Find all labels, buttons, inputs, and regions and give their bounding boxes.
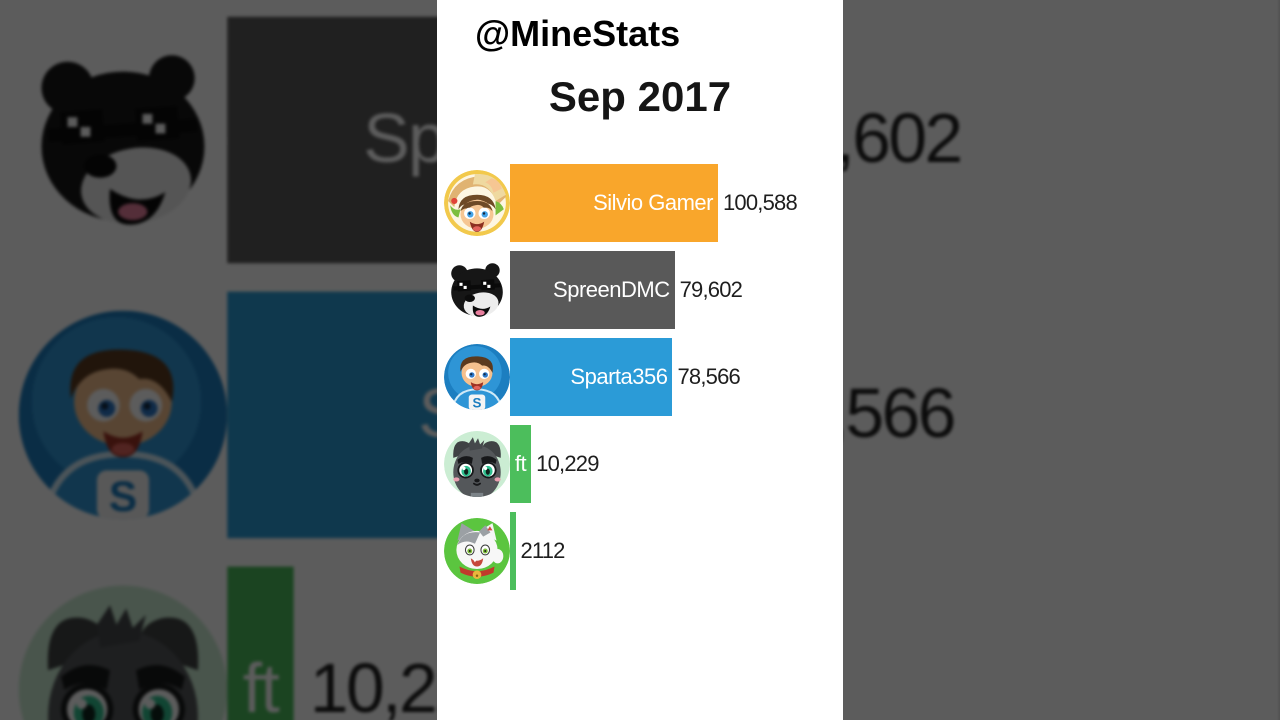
chart-panel: @MineStats Sep 2017 Silvio Gamer 100,588… xyxy=(437,0,843,720)
date-title: Sep 2017 xyxy=(548,73,732,120)
bar-label: ft xyxy=(242,648,280,720)
chart-row: SpreenDMC 79,602 xyxy=(437,251,843,338)
chart-row: ft 10,229 xyxy=(437,425,843,512)
bar xyxy=(510,164,718,242)
bar-value: 10,229 xyxy=(536,451,599,476)
bar xyxy=(510,338,673,416)
bar-label: ft xyxy=(514,451,527,476)
bar-label: Sparta356 xyxy=(570,364,668,389)
gray-wolf-avatar xyxy=(444,431,510,497)
svg-text:S: S xyxy=(109,473,137,519)
bar xyxy=(227,566,295,720)
blue-hoodie-boy-avatar: S xyxy=(444,344,510,410)
bear-sunglasses-avatar xyxy=(18,35,228,245)
svg-text:S: S xyxy=(473,395,482,410)
bar-value: 2112 xyxy=(520,538,566,563)
blue-hoodie-boy-avatar: S xyxy=(18,310,228,520)
chart-row: Silvio Gamer 100,588 xyxy=(437,164,843,251)
taco-boy-avatar xyxy=(444,170,510,236)
rows: Silvio Gamer 100,588 SpreenDMC 79,602 xyxy=(437,164,843,599)
green-cat-avatar xyxy=(444,518,510,584)
watermark: @MineStats xyxy=(475,13,681,54)
bar xyxy=(510,512,516,590)
bar-label: SpreenDMC xyxy=(553,277,670,302)
bar-value: 78,566 xyxy=(677,364,740,389)
bar-value: 100,588 xyxy=(723,190,798,215)
bar-value: 79,602 xyxy=(679,277,743,302)
bar-label: Silvio Gamer xyxy=(593,190,713,215)
bear-sunglasses-avatar xyxy=(444,257,510,323)
bar xyxy=(510,251,675,329)
bar xyxy=(510,425,532,503)
gray-wolf-avatar xyxy=(18,585,228,720)
chart-row: 2112 xyxy=(437,512,843,599)
chart-row: Sparta356 78,566 S xyxy=(437,338,843,425)
